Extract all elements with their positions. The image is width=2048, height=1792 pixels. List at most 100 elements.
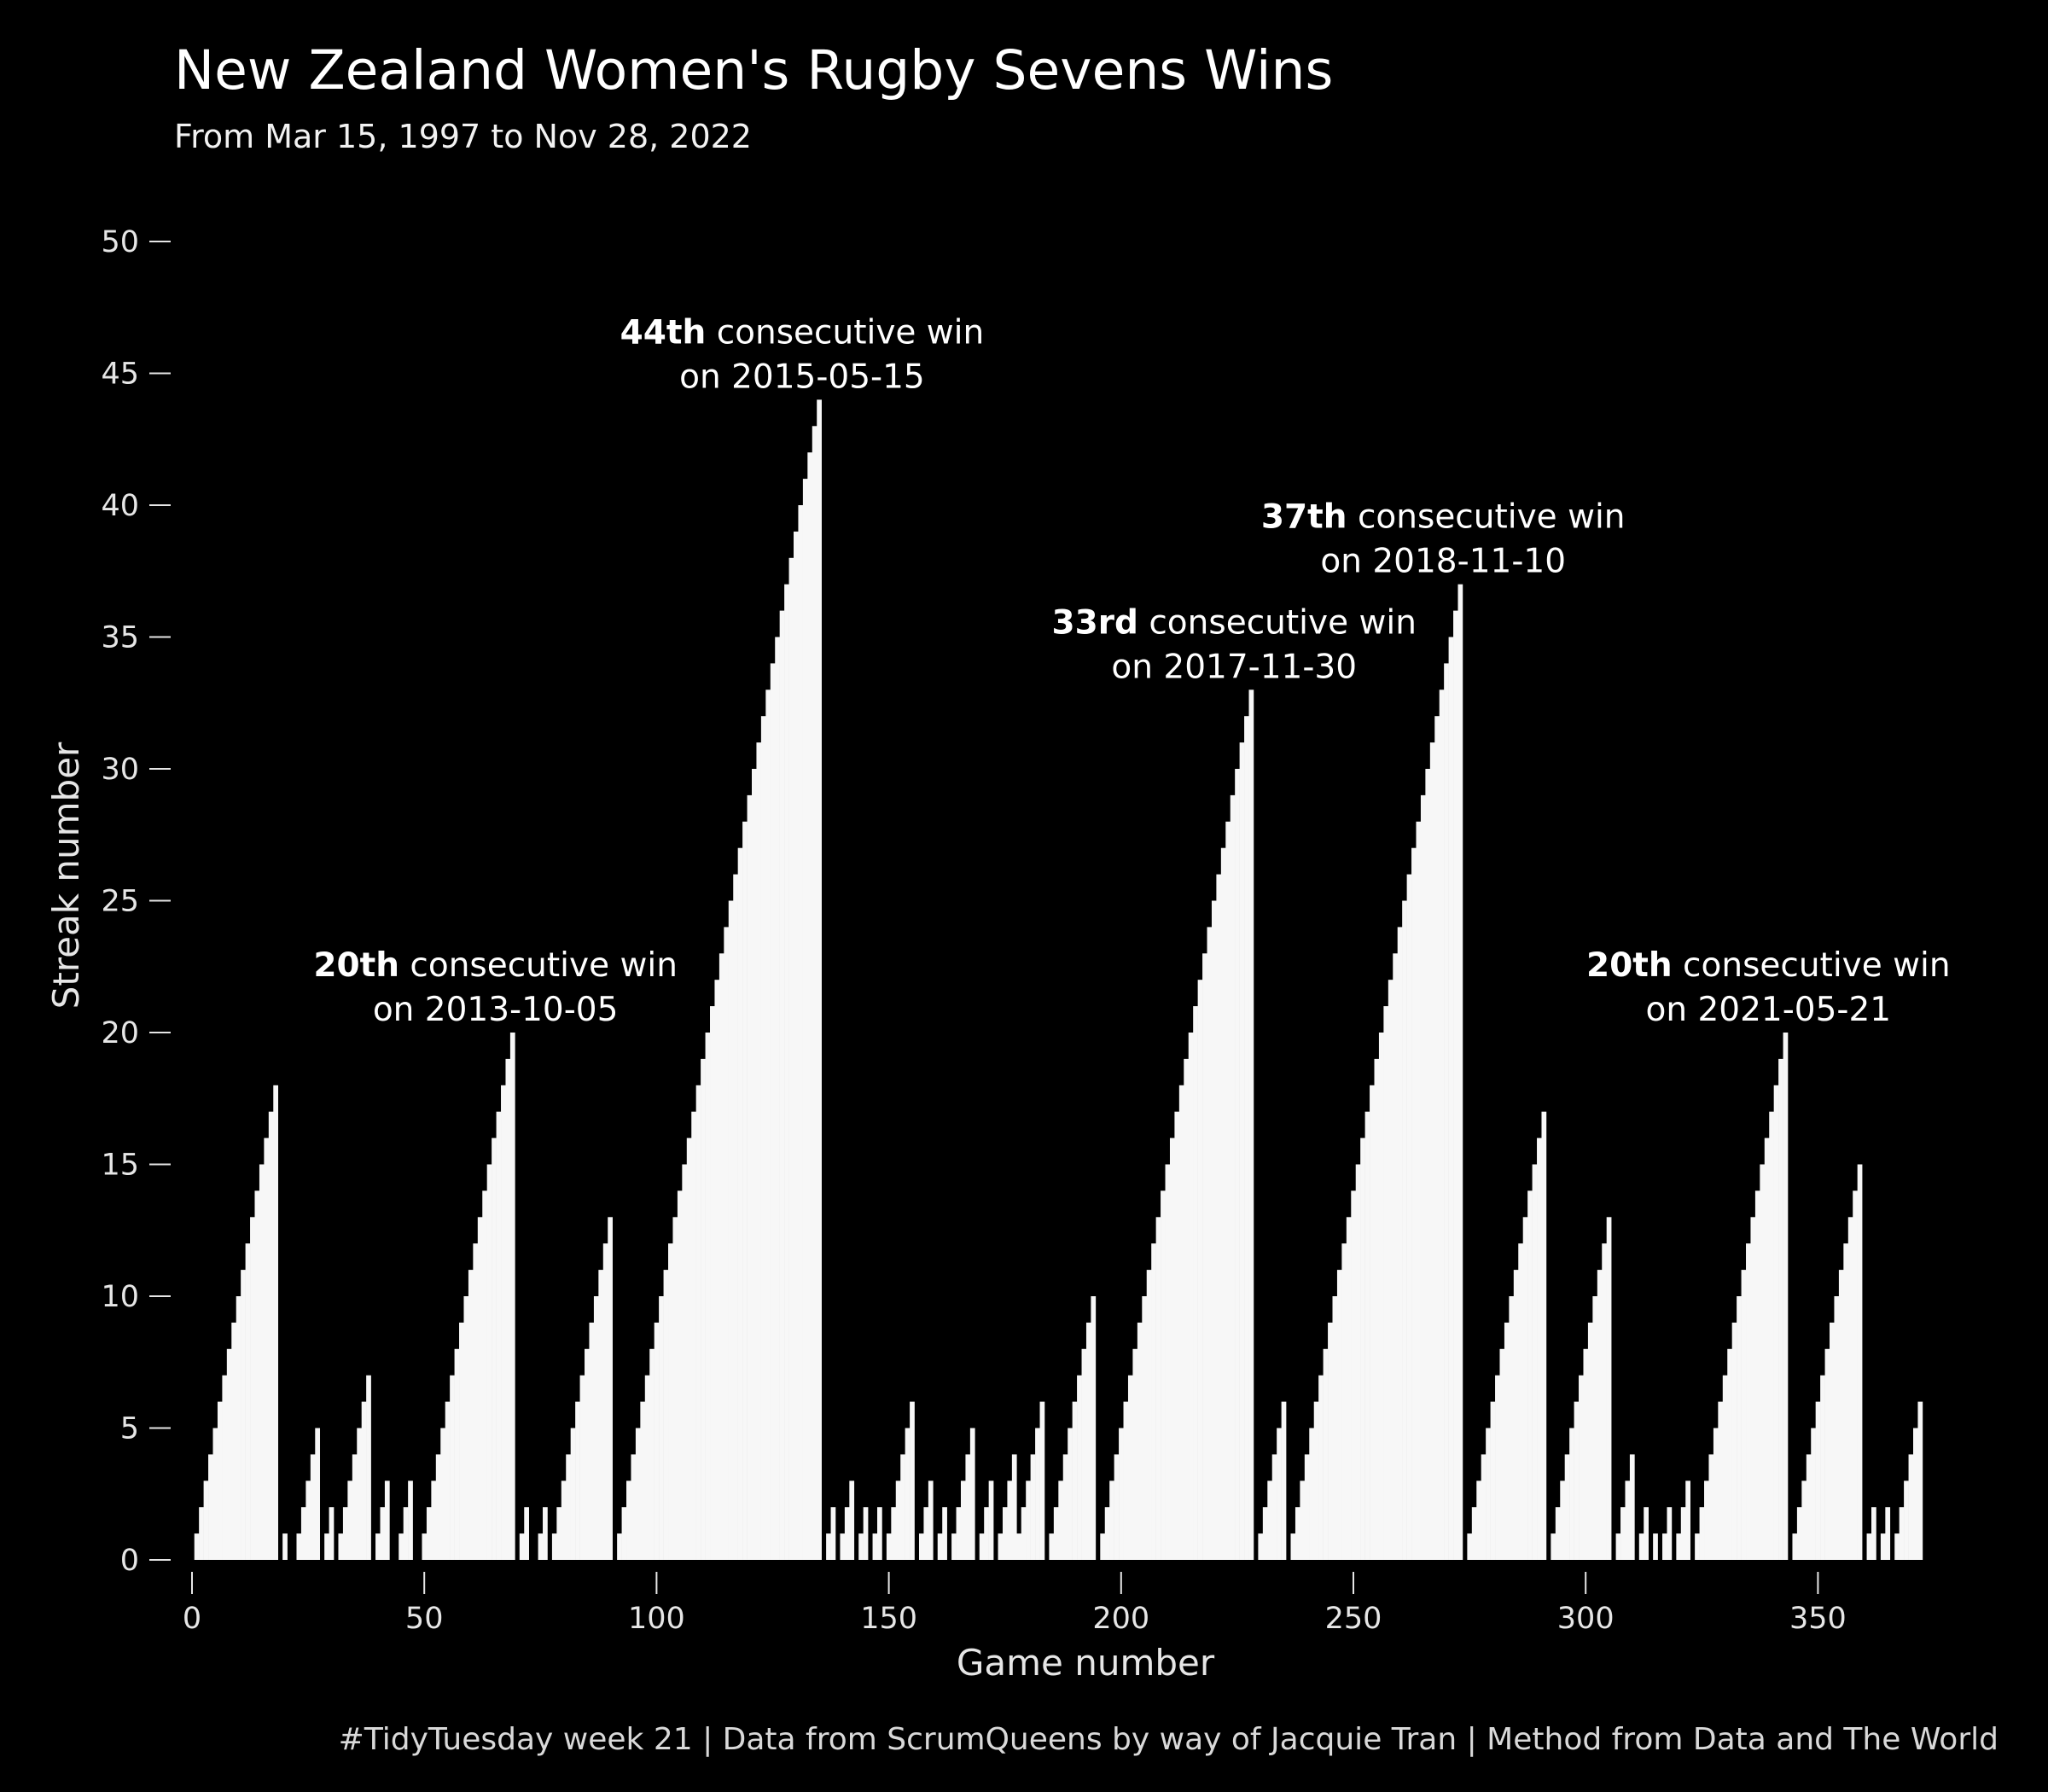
streak-bar <box>1416 821 1422 1560</box>
streak-bar <box>1271 1454 1277 1560</box>
streak-bar <box>640 1401 646 1560</box>
streak-bar <box>1332 1296 1338 1560</box>
streak-bar <box>1035 1428 1040 1560</box>
streak-bar <box>1244 716 1249 1560</box>
streak-bar <box>826 1533 831 1560</box>
y-tick-label: 20 <box>101 1016 139 1050</box>
streak-bar <box>310 1454 316 1560</box>
streak-bar <box>1248 689 1254 1560</box>
streak-bar <box>1680 1507 1686 1560</box>
annotation-date: on 2013-10-05 <box>373 991 619 1029</box>
annotation-date: on 2015-05-15 <box>679 358 925 396</box>
streak-bar <box>1267 1481 1273 1560</box>
streak-bar <box>714 980 720 1560</box>
streak-bar <box>450 1375 455 1560</box>
streak-bar <box>1220 847 1226 1560</box>
chart-title: New Zealand Women's Rugby Sevens Wins <box>174 39 1334 102</box>
streak-bar <box>1016 1533 1022 1560</box>
streak-bar <box>1178 1085 1184 1560</box>
streak-bar <box>840 1533 846 1560</box>
streak-bar <box>1328 1322 1333 1560</box>
streak-bar <box>701 1058 706 1560</box>
streak-bar <box>524 1507 529 1560</box>
annotation-line1: 20th consecutive win <box>313 946 678 985</box>
streak-bar <box>1053 1507 1059 1560</box>
streak-bar <box>1318 1375 1324 1560</box>
streak-bar <box>1151 1243 1156 1560</box>
streak-bar <box>1760 1164 1766 1560</box>
streak-bar <box>794 531 799 1560</box>
streak-bar <box>1448 637 1454 1560</box>
streak-bar <box>1383 1006 1389 1560</box>
x-tick-label: 300 <box>1557 1602 1615 1636</box>
streak-bar <box>1127 1375 1133 1560</box>
streak-bar <box>654 1322 660 1560</box>
streak-bar <box>375 1533 381 1560</box>
streak-bar <box>923 1507 929 1560</box>
streak-bar <box>212 1428 218 1560</box>
streak-bar <box>1499 1348 1505 1560</box>
streak-bar <box>519 1533 525 1560</box>
streak-bar <box>886 1533 892 1560</box>
streak-bar <box>551 1533 557 1560</box>
streak-bar <box>1295 1507 1300 1560</box>
streak-bar <box>538 1533 544 1560</box>
streak-bar <box>1838 1270 1844 1560</box>
streak-bar <box>570 1428 576 1560</box>
streak-bar <box>1509 1296 1515 1560</box>
streak-bar <box>241 1270 246 1560</box>
streak-bar <box>1174 1111 1180 1560</box>
streak-bar <box>1193 1006 1198 1560</box>
streak-bar <box>602 1243 608 1560</box>
x-tick-label: 350 <box>1789 1602 1847 1636</box>
streak-bar <box>1304 1454 1310 1560</box>
streak-bar <box>942 1507 947 1560</box>
streak-bar <box>733 874 738 1560</box>
streak-bar <box>1406 874 1412 1560</box>
streak-bar <box>556 1507 562 1560</box>
streak-bar <box>1161 1190 1166 1560</box>
streak-bar <box>1713 1428 1719 1560</box>
streak-bar <box>250 1217 255 1560</box>
streak-bar <box>1346 1217 1352 1560</box>
streak-bar <box>482 1190 487 1560</box>
streak-bar <box>1834 1296 1840 1560</box>
streak-bar <box>1351 1190 1357 1560</box>
streak-bar <box>1100 1533 1106 1560</box>
streak-bar <box>775 637 780 1560</box>
streak-bar <box>863 1507 869 1560</box>
streak-bar <box>1370 1085 1375 1560</box>
streak-bar <box>635 1428 641 1560</box>
y-tick-label: 10 <box>101 1280 139 1314</box>
streak-bar <box>329 1507 335 1560</box>
streak-bar <box>728 900 734 1560</box>
streak-bar <box>1541 1111 1547 1560</box>
streak-bar <box>1207 927 1213 1560</box>
streak-bar <box>1169 1137 1175 1560</box>
streak-bar <box>245 1243 251 1560</box>
streak-bar <box>1731 1322 1737 1560</box>
streak-bar <box>1513 1270 1519 1560</box>
streak-bar <box>695 1085 701 1560</box>
streak-bar <box>756 742 762 1560</box>
streak-bar <box>1081 1348 1087 1560</box>
streak-bar <box>1811 1428 1816 1560</box>
streak-bar <box>1007 1481 1013 1560</box>
streak-bar <box>236 1296 241 1560</box>
streak-bar <box>876 1507 882 1560</box>
streak-bar <box>1258 1533 1264 1560</box>
streak-bar <box>1904 1481 1909 1560</box>
streak-bar <box>905 1428 911 1560</box>
streak-bar <box>1091 1296 1097 1560</box>
streak-bar <box>1662 1533 1667 1560</box>
streak-bar <box>463 1296 469 1560</box>
y-tick-label: 40 <box>101 489 139 523</box>
streak-bar <box>194 1533 200 1560</box>
streak-bar <box>1722 1375 1728 1560</box>
streak-bar <box>1425 769 1431 1560</box>
streak-bar <box>1471 1507 1477 1560</box>
streak-bar <box>1574 1401 1580 1560</box>
streak-bar <box>710 1006 715 1560</box>
streak-bar <box>1638 1533 1644 1560</box>
streak-bar <box>1309 1428 1315 1560</box>
